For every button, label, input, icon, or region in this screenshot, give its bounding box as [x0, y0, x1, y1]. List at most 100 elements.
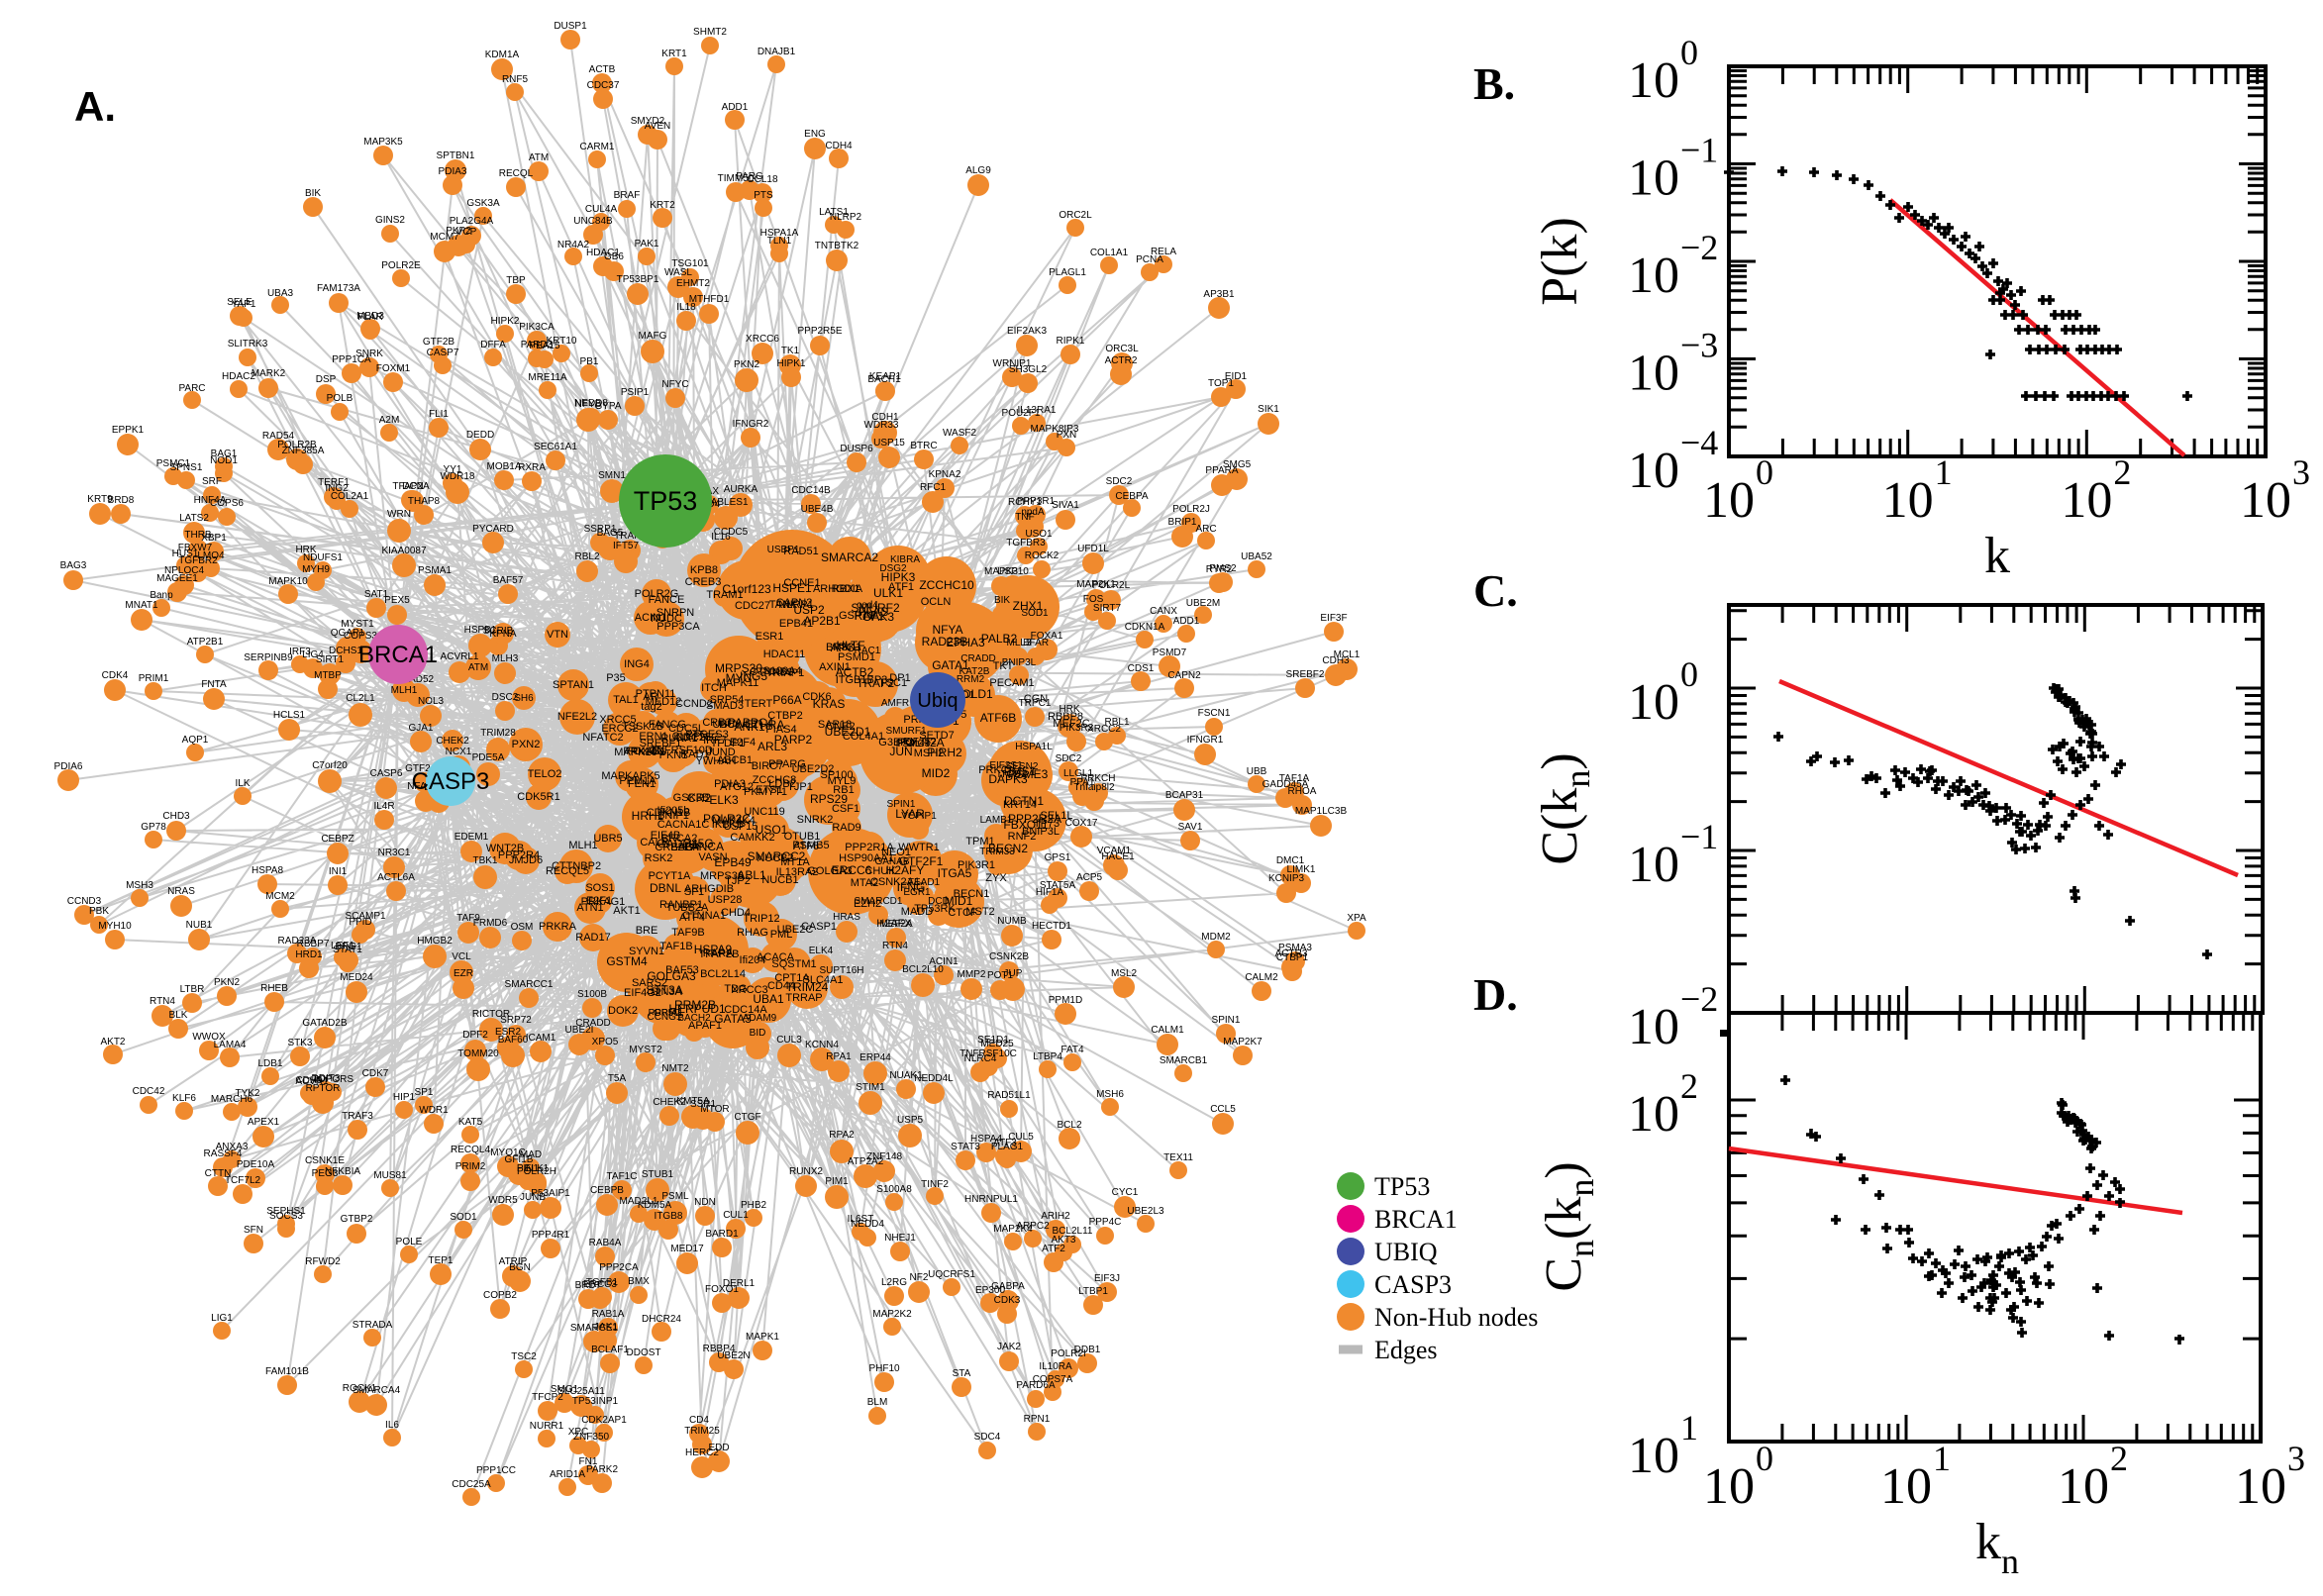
- svg-text:GRIA1: GRIA1: [654, 1008, 683, 1019]
- svg-text:UBA1: UBA1: [753, 992, 784, 1006]
- svg-text:BAG1: BAG1: [211, 449, 238, 459]
- svg-text:ILK: ILK: [235, 778, 250, 789]
- svg-text:PSME3: PSME3: [1008, 767, 1049, 781]
- svg-text:KLF6: KLF6: [172, 1093, 196, 1104]
- svg-text:DEDD: DEDD: [466, 430, 494, 441]
- svg-text:MTBP: MTBP: [314, 670, 342, 681]
- svg-text:COPS6: COPS6: [210, 498, 244, 509]
- svg-text:SESN2: SESN2: [1006, 761, 1039, 772]
- svg-text:PABPC4: PABPC4: [728, 716, 774, 730]
- svg-text:STT3A: STT3A: [646, 983, 682, 997]
- svg-text:PARD3: PARD3: [521, 340, 554, 350]
- svg-text:SPIN1: SPIN1: [1212, 1015, 1241, 1026]
- svg-text:KEAP1: KEAP1: [869, 371, 902, 382]
- svg-text:MAPK10: MAPK10: [268, 576, 308, 587]
- svg-text:ACTR3: ACTR3: [1275, 948, 1308, 959]
- svg-text:ZCCHC10: ZCCHC10: [919, 578, 974, 592]
- svg-text:PBK: PBK: [89, 906, 109, 917]
- svg-text:CDC14B: CDC14B: [791, 485, 831, 496]
- svg-text:CALM1: CALM1: [1151, 1025, 1184, 1036]
- svg-text:DUSP6: DUSP6: [840, 444, 873, 454]
- svg-text:NFYC: NFYC: [661, 379, 688, 390]
- svg-text:CCNE1: CCNE1: [783, 577, 820, 589]
- svg-text:FOXO3: FOXO3: [626, 746, 662, 757]
- svg-text:ACVRL1: ACVRL1: [441, 651, 479, 662]
- svg-text:KRT14: KRT14: [1003, 799, 1037, 811]
- svg-text:TNFRSF10D: TNFRSF10D: [650, 745, 713, 756]
- svg-text:ING5: ING5: [740, 669, 767, 683]
- svg-text:FOXO1: FOXO1: [705, 1284, 739, 1295]
- svg-text:BNIP1: BNIP1: [657, 810, 689, 822]
- svg-text:TRIM25: TRIM25: [684, 1426, 720, 1437]
- svg-text:SDC2: SDC2: [1056, 753, 1082, 764]
- svg-text:POLR2L: POLR2L: [1092, 580, 1131, 591]
- svg-text:CCND3: CCND3: [67, 896, 102, 907]
- svg-text:CDC42: CDC42: [133, 1086, 165, 1097]
- svg-text:RAD1: RAD1: [680, 748, 709, 760]
- svg-text:TUBB2A: TUBB2A: [666, 902, 709, 914]
- svg-text:IL18: IL18: [676, 302, 696, 313]
- svg-text:BACH2: BACH2: [677, 1013, 711, 1024]
- svg-text:P53AIP1: P53AIP1: [531, 1188, 570, 1199]
- svg-text:SREBF2: SREBF2: [1286, 669, 1325, 680]
- svg-text:SMARCA4: SMARCA4: [353, 1385, 401, 1396]
- svg-text:CCND2: CCND2: [675, 698, 713, 710]
- svg-text:TRAM1: TRAM1: [706, 589, 743, 601]
- svg-text:BTRC: BTRC: [910, 441, 937, 451]
- svg-text:VASN: VASN: [698, 851, 727, 863]
- svg-text:CHEK2: CHEK2: [436, 736, 469, 747]
- svg-text:GINS2: GINS2: [375, 215, 405, 226]
- svg-text:UNC84B: UNC84B: [573, 216, 613, 227]
- svg-text:NDUFS1: NDUFS1: [303, 552, 343, 563]
- svg-text:1: 1: [1680, 1408, 1698, 1447]
- svg-text:DNAJB1: DNAJB1: [758, 47, 796, 57]
- svg-text:VCP: VCP: [456, 227, 477, 238]
- svg-text:UQCRFS1: UQCRFS1: [928, 1269, 975, 1280]
- svg-text:ARL3: ARL3: [758, 740, 787, 753]
- svg-text:ARHGDIB: ARHGDIB: [684, 883, 734, 895]
- svg-text:RB1: RB1: [833, 784, 854, 796]
- svg-text:MRPS36: MRPS36: [700, 870, 744, 882]
- svg-text:AQP1: AQP1: [182, 735, 209, 746]
- svg-text:PPARG: PPARG: [768, 758, 806, 770]
- svg-text:RPN1: RPN1: [1024, 1414, 1051, 1425]
- svg-text:PRKRA: PRKRA: [539, 921, 577, 933]
- svg-text:COL2A1: COL2A1: [331, 491, 369, 502]
- svg-text:COL4A1: COL4A1: [843, 731, 884, 743]
- svg-text:BIK: BIK: [305, 188, 321, 199]
- svg-text:PPP3CA: PPP3CA: [656, 621, 700, 633]
- svg-text:10: 10: [1628, 346, 1679, 402]
- svg-text:A.: A.: [74, 83, 116, 130]
- svg-text:RANBP1: RANBP1: [659, 899, 703, 911]
- svg-text:RBBP8: RBBP8: [1048, 711, 1083, 723]
- svg-text:HLTF: HLTF: [836, 639, 864, 652]
- svg-text:GPS1: GPS1: [1045, 852, 1071, 863]
- svg-text:COPS3: COPS3: [344, 631, 377, 642]
- svg-text:BAG5: BAG5: [597, 528, 624, 539]
- svg-text:HSPE1: HSPE1: [772, 581, 812, 595]
- svg-text:DAPK3: DAPK3: [988, 772, 1028, 786]
- svg-text:XRCC5: XRCC5: [599, 714, 636, 726]
- svg-text:DMC1: DMC1: [1276, 855, 1305, 866]
- svg-text:DSP: DSP: [316, 374, 337, 385]
- svg-text:MAPK10: MAPK10: [614, 747, 656, 758]
- svg-text:CCL5: CCL5: [1210, 1104, 1236, 1115]
- svg-text:USP15: USP15: [724, 821, 758, 833]
- svg-text:EIF4G2: EIF4G2: [624, 987, 661, 999]
- svg-text:UBE2L3: UBE2L3: [1127, 1206, 1164, 1217]
- svg-text:TP53: TP53: [1374, 1172, 1430, 1201]
- svg-text:MRE11A: MRE11A: [528, 372, 567, 383]
- svg-text:HSPA9: HSPA9: [694, 943, 733, 956]
- svg-text:HIPK1: HIPK1: [777, 358, 806, 369]
- svg-text:TRIM28: TRIM28: [480, 728, 516, 739]
- svg-text:MEF2A: MEF2A: [879, 919, 913, 930]
- svg-text:RUNX2: RUNX2: [789, 1166, 823, 1177]
- svg-text:WRNIP1: WRNIP1: [993, 358, 1032, 369]
- svg-text:UBE2D2: UBE2D2: [792, 763, 835, 775]
- svg-text:ELK1: ELK1: [525, 1163, 550, 1174]
- svg-text:JUND: JUND: [706, 747, 735, 758]
- svg-text:GOLGA3: GOLGA3: [647, 969, 696, 983]
- svg-text:RPA2: RPA2: [829, 1130, 855, 1141]
- svg-text:NOD1: NOD1: [210, 455, 238, 466]
- svg-text:FOXM1: FOXM1: [376, 363, 411, 374]
